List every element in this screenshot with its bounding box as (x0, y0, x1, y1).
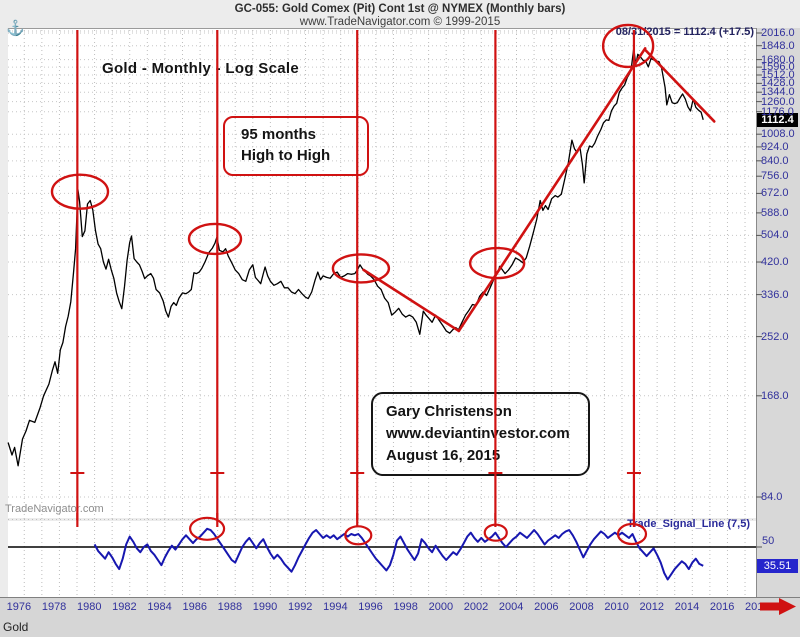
price-axis-label: 1596.0 (761, 61, 795, 74)
x-axis-year-label: 2018 (745, 601, 770, 613)
price-axis-label: 336.0 (761, 288, 789, 301)
chart-subtitle: www.TradeNavigator.com © 1999-2015 (299, 16, 501, 28)
price-axis-label: 84.0 (761, 490, 783, 503)
x-axis-year-label: 2008 (569, 601, 594, 613)
cycle-annotation-line2: High to High (241, 147, 331, 164)
symbol-label: Gold (3, 620, 29, 634)
price-axis-label: 2016.0 (761, 27, 795, 39)
x-axis-year-label: 1988 (217, 601, 243, 613)
price-axis-label: 252.0 (761, 330, 789, 343)
price-axis-label: 672.0 (761, 187, 789, 200)
credit-author: Gary Christenson (386, 403, 512, 420)
price-axis-label: 504.0 (761, 229, 789, 242)
credit-date: August 16, 2015 (386, 447, 501, 464)
chart-annotation-label: Gold - Monthly - Log Scale (102, 60, 299, 77)
oscillator-value-flag: 35.51 (757, 559, 798, 573)
price-axis-label: 1260.0 (761, 95, 795, 108)
x-axis-year-label: 1976 (6, 601, 32, 613)
oscillator-50-level-label: 50 (762, 535, 775, 547)
last-bar-quote-label: 08/31/2015 = 1112.4 (+17.5) (615, 26, 754, 38)
price-axis-label: 1176.0 (761, 105, 794, 118)
price-axis-label: 420.0 (761, 256, 789, 269)
x-axis-year-label: 2014 (674, 601, 700, 613)
price-axis-label: 168.0 (761, 389, 789, 402)
x-axis-year-label: 1994 (323, 601, 348, 613)
price-axis-label: 1680.0 (761, 53, 795, 66)
price-axis-label: 1512.0 (761, 69, 795, 81)
price-axis-label: 1428.0 (761, 77, 795, 90)
indicator-name-label: Trade_Signal_Line (7,5) (627, 518, 750, 530)
credit-website: www.deviantinvestor.com (386, 425, 570, 442)
trade-navigator-logo-icon: ⚓ (6, 20, 25, 37)
last-price-flag: 1112.4 (757, 113, 798, 127)
credit-annotation-box: Gary Christenson www.deviantinvestor.com… (371, 392, 590, 476)
x-axis-year-label: 2000 (428, 601, 454, 613)
price-axis-label: 756.0 (761, 170, 789, 183)
x-axis-year-label: 2004 (498, 601, 524, 613)
x-axis-year-label: 2016 (709, 601, 735, 613)
price-axis-label: 924.0 (761, 140, 789, 153)
price-axis-label: 1344.0 (761, 86, 795, 99)
x-axis-year-label: 2002 (463, 601, 489, 613)
x-axis-year-label: 1998 (393, 601, 418, 613)
x-axis-year-label: 2006 (534, 601, 559, 613)
price-axis-label: 588.0 (761, 206, 789, 219)
price-axis-label: 840.0 (761, 154, 789, 167)
cycle-annotation-line1: 95 months (241, 126, 317, 143)
x-axis-year-label: 1980 (77, 601, 102, 613)
oscillator-plot-area[interactable] (8, 521, 756, 597)
x-axis-year-label: 2012 (639, 601, 665, 613)
x-axis-year-label: 1992 (287, 601, 313, 613)
chart-title: GC-055: Gold Comex (Pit) Cont 1st @ NYME… (234, 3, 566, 15)
price-axis-label: 1008.0 (761, 128, 795, 141)
watermark-label: TradeNavigator.com (5, 503, 104, 515)
x-axis-year-label: 1996 (358, 601, 383, 613)
time-axis-strip (0, 597, 800, 637)
x-axis-year-label: 1982 (112, 601, 137, 613)
x-axis-year-label: 1986 (182, 601, 207, 613)
x-axis-year-label: 1984 (147, 601, 172, 613)
price-axis-label: 1848.0 (761, 39, 795, 52)
cycle-annotation-box: 95 months High to High (223, 116, 369, 176)
x-axis-year-label: 1978 (41, 601, 67, 613)
x-axis-year-label: 1990 (252, 601, 278, 613)
x-axis-year-label: 2010 (604, 601, 629, 613)
